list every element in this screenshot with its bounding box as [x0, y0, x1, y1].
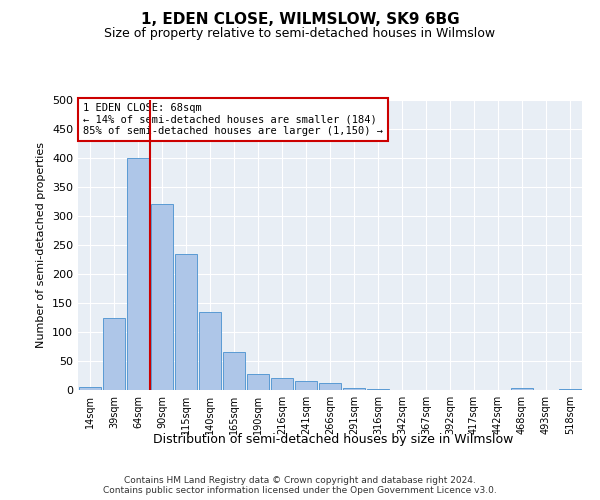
- Bar: [223, 352, 245, 390]
- Bar: [343, 388, 365, 390]
- Y-axis label: Number of semi-detached properties: Number of semi-detached properties: [37, 142, 46, 348]
- Text: 1 EDEN CLOSE: 68sqm
← 14% of semi-detached houses are smaller (184)
85% of semi-: 1 EDEN CLOSE: 68sqm ← 14% of semi-detach…: [83, 103, 383, 136]
- Bar: [127, 158, 149, 390]
- Bar: [199, 312, 221, 390]
- Bar: [247, 374, 269, 390]
- Text: Distribution of semi-detached houses by size in Wilmslow: Distribution of semi-detached houses by …: [153, 432, 513, 446]
- Bar: [175, 254, 197, 390]
- Text: Contains HM Land Registry data © Crown copyright and database right 2024.
Contai: Contains HM Land Registry data © Crown c…: [103, 476, 497, 495]
- Bar: [103, 318, 125, 390]
- Bar: [151, 204, 173, 390]
- Bar: [295, 382, 317, 390]
- Bar: [511, 388, 533, 390]
- Bar: [79, 387, 101, 390]
- Text: Size of property relative to semi-detached houses in Wilmslow: Size of property relative to semi-detach…: [104, 28, 496, 40]
- Bar: [271, 378, 293, 390]
- Bar: [319, 383, 341, 390]
- Text: 1, EDEN CLOSE, WILMSLOW, SK9 6BG: 1, EDEN CLOSE, WILMSLOW, SK9 6BG: [140, 12, 460, 28]
